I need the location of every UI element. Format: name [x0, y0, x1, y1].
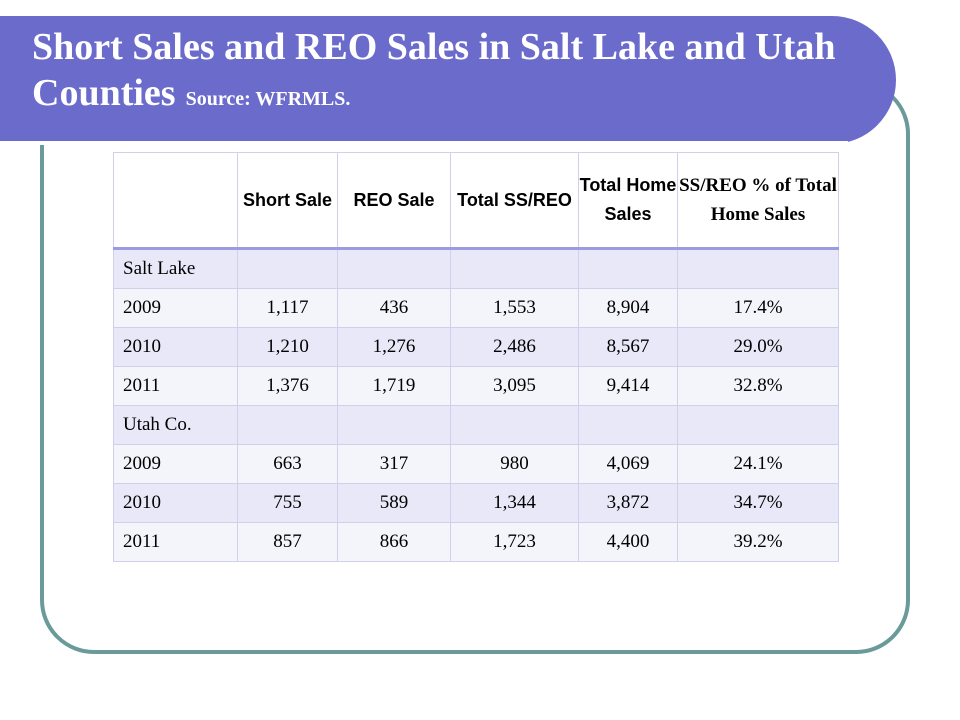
header-cell-corner — [113, 152, 238, 250]
cell-reo-sale: 866 — [337, 522, 451, 562]
cell-total-ss-reo — [450, 248, 579, 289]
cell-ss-reo-percent: 29.0% — [677, 327, 839, 367]
table-row: Salt Lake — [113, 248, 839, 289]
cell-short-sale — [237, 248, 338, 289]
table-row: 2009 1,117 436 1,553 8,904 17.4% — [113, 288, 839, 328]
cell-total-home-sales — [578, 248, 678, 289]
header-cell-total-ss-reo: Total SS/REO — [450, 152, 579, 250]
title-text: Short Sales and REO Sales in Salt Lake a… — [32, 26, 836, 114]
cell-ss-reo-percent — [677, 405, 839, 445]
cell-row-label: Salt Lake — [113, 248, 238, 289]
cell-short-sale: 1,117 — [237, 288, 338, 328]
table-row: 2011 857 866 1,723 4,400 39.2% — [113, 522, 839, 562]
table-header-row: Short Sale REO Sale Total SS/REO Total H… — [113, 152, 839, 250]
cell-ss-reo-percent — [677, 248, 839, 289]
cell-row-label: Utah Co. — [113, 405, 238, 445]
cell-total-home-sales: 4,400 — [578, 522, 678, 562]
cell-short-sale: 1,210 — [237, 327, 338, 367]
cell-reo-sale: 436 — [337, 288, 451, 328]
cell-total-home-sales: 4,069 — [578, 444, 678, 484]
table-row: 2010 755 589 1,344 3,872 34.7% — [113, 483, 839, 523]
cell-reo-sale: 1,276 — [337, 327, 451, 367]
table-row: Utah Co. — [113, 405, 839, 445]
cell-ss-reo-percent: 32.8% — [677, 366, 839, 406]
slide-title: Short Sales and REO Sales in Salt Lake a… — [32, 24, 872, 122]
cell-reo-sale: 317 — [337, 444, 451, 484]
cell-row-label: 2009 — [113, 288, 238, 328]
cell-reo-sale — [337, 405, 451, 445]
cell-total-home-sales: 8,904 — [578, 288, 678, 328]
cell-total-ss-reo: 1,723 — [450, 522, 579, 562]
cell-total-home-sales: 3,872 — [578, 483, 678, 523]
cell-short-sale: 1,376 — [237, 366, 338, 406]
cell-total-ss-reo: 3,095 — [450, 366, 579, 406]
cell-reo-sale: 589 — [337, 483, 451, 523]
sales-table: Short Sale REO Sale Total SS/REO Total H… — [113, 152, 839, 562]
title-underline — [0, 141, 848, 145]
cell-total-ss-reo: 980 — [450, 444, 579, 484]
cell-row-label: 2009 — [113, 444, 238, 484]
cell-reo-sale: 1,719 — [337, 366, 451, 406]
cell-total-home-sales — [578, 405, 678, 445]
cell-row-label: 2011 — [113, 522, 238, 562]
cell-row-label: 2010 — [113, 327, 238, 367]
cell-row-label: 2010 — [113, 483, 238, 523]
table-row: 2011 1,376 1,719 3,095 9,414 32.8% — [113, 366, 839, 406]
cell-ss-reo-percent: 24.1% — [677, 444, 839, 484]
cell-total-ss-reo: 1,553 — [450, 288, 579, 328]
cell-ss-reo-percent: 39.2% — [677, 522, 839, 562]
cell-ss-reo-percent: 34.7% — [677, 483, 839, 523]
header-cell-reo-sale: REO Sale — [337, 152, 451, 250]
cell-reo-sale — [337, 248, 451, 289]
cell-total-ss-reo: 1,344 — [450, 483, 579, 523]
header-cell-short-sale: Short Sale — [237, 152, 338, 250]
cell-row-label: 2011 — [113, 366, 238, 406]
cell-short-sale — [237, 405, 338, 445]
table-row: 2009 663 317 980 4,069 24.1% — [113, 444, 839, 484]
title-source: Source: WFRMLS. — [185, 88, 351, 110]
cell-total-home-sales: 9,414 — [578, 366, 678, 406]
cell-short-sale: 663 — [237, 444, 338, 484]
cell-total-ss-reo: 2,486 — [450, 327, 579, 367]
cell-total-ss-reo — [450, 405, 579, 445]
cell-total-home-sales: 8,567 — [578, 327, 678, 367]
cell-short-sale: 857 — [237, 522, 338, 562]
title-banner — [0, 16, 896, 145]
table-row: 2010 1,210 1,276 2,486 8,567 29.0% — [113, 327, 839, 367]
cell-short-sale: 755 — [237, 483, 338, 523]
cell-ss-reo-percent: 17.4% — [677, 288, 839, 328]
header-cell-ss-reo-percent: SS/REO % of Total Home Sales — [677, 152, 839, 250]
table-body: Salt Lake 2009 1,117 436 1,553 8,904 17.4% 2010… — [113, 248, 839, 562]
header-cell-total-home-sales: Total Home Sales — [578, 152, 678, 250]
